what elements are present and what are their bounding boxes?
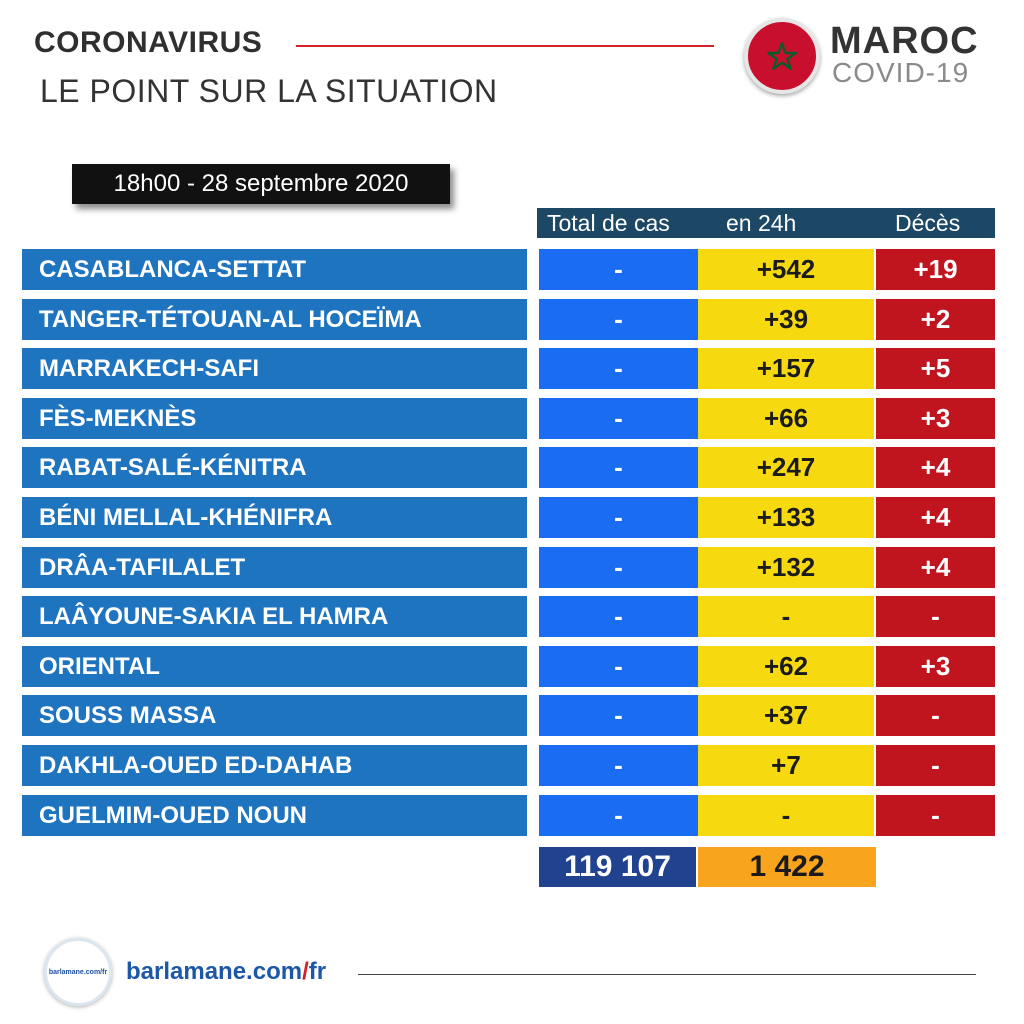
region-new-cases: +133	[698, 497, 874, 538]
region-new-cases: +542	[698, 249, 874, 290]
title-divider	[296, 45, 714, 47]
region-total-cases: -	[539, 795, 698, 836]
region-deaths: +4	[876, 447, 995, 488]
region-deaths: -	[876, 795, 995, 836]
column-header-deaths: Décès	[895, 210, 961, 236]
logo-text: barlamane.com/fr	[48, 968, 108, 976]
page-title: CORONAVIRUS	[34, 26, 263, 59]
region-name: RABAT-SALÉ-KÉNITRA	[22, 447, 527, 488]
region-new-cases: +66	[698, 398, 874, 439]
region-total-cases: -	[539, 348, 698, 389]
page-subtitle: LE POINT SUR LA SITUATION	[40, 73, 498, 109]
region-total-cases: -	[539, 547, 698, 588]
region-name: CASABLANCA-SETTAT	[22, 249, 527, 290]
footer-url-separator: /	[302, 958, 309, 985]
region-name: FÈS-MEKNÈS	[22, 398, 527, 439]
region-total-cases: -	[539, 249, 698, 290]
country-label: MAROC	[830, 20, 979, 62]
region-new-cases: +37	[698, 695, 874, 736]
region-name: ORIENTAL	[22, 646, 527, 687]
star-icon	[767, 42, 797, 71]
region-deaths: +2	[876, 299, 995, 340]
region-total-cases: -	[539, 646, 698, 687]
region-name: GUELMIM-OUED NOUN	[22, 795, 527, 836]
footer-url[interactable]: barlamane.com/fr	[126, 958, 326, 986]
region-new-cases: +62	[698, 646, 874, 687]
footer-url-path: fr	[308, 958, 327, 985]
region-new-cases: +132	[698, 547, 874, 588]
region-deaths: +19	[876, 249, 995, 290]
region-new-cases: +7	[698, 745, 874, 786]
region-name: LAÂYOUNE-SAKIA EL HAMRA	[22, 596, 527, 637]
region-deaths: +3	[876, 646, 995, 687]
footer-divider	[358, 974, 976, 975]
covid-label: COVID-19	[832, 57, 970, 88]
region-name: SOUSS MASSA	[22, 695, 527, 736]
column-header-new: en 24h	[726, 210, 797, 236]
region-total-cases: -	[539, 398, 698, 439]
region-total-cases: -	[539, 299, 698, 340]
region-name: DRÂA-TAFILALET	[22, 547, 527, 588]
morocco-flag-icon	[744, 18, 820, 94]
region-deaths: +5	[876, 348, 995, 389]
region-deaths: -	[876, 745, 995, 786]
column-header: Total de cas en 24h Décès	[537, 208, 995, 238]
region-total-cases: -	[539, 447, 698, 488]
date-badge: 18h00 - 28 septembre 2020	[72, 164, 450, 204]
region-deaths: -	[876, 596, 995, 637]
region-total-cases: -	[539, 695, 698, 736]
region-name: DAKHLA-OUED ED-DAHAB	[22, 745, 527, 786]
region-total-cases: -	[539, 745, 698, 786]
column-header-total: Total de cas	[547, 210, 670, 236]
region-new-cases: +39	[698, 299, 874, 340]
region-new-cases: -	[698, 596, 874, 637]
barlamane-logo: barlamane.com/fr	[44, 938, 112, 1006]
region-new-cases: -	[698, 795, 874, 836]
region-total-cases: -	[539, 497, 698, 538]
region-new-cases: +157	[698, 348, 874, 389]
region-deaths: +4	[876, 497, 995, 538]
region-name: TANGER-TÉTOUAN-AL HOCEÏMA	[22, 299, 527, 340]
region-deaths: +3	[876, 398, 995, 439]
region-name: MARRAKECH-SAFI	[22, 348, 527, 389]
footer-url-domain: barlamane.com	[126, 958, 303, 985]
region-name: BÉNI MELLAL-KHÉNIFRA	[22, 497, 527, 538]
region-total-cases: -	[539, 596, 698, 637]
region-deaths: +4	[876, 547, 995, 588]
total-cases: 119 107	[539, 847, 696, 887]
region-new-cases: +247	[698, 447, 874, 488]
total-new-cases: 1 422	[698, 847, 876, 887]
region-deaths: -	[876, 695, 995, 736]
